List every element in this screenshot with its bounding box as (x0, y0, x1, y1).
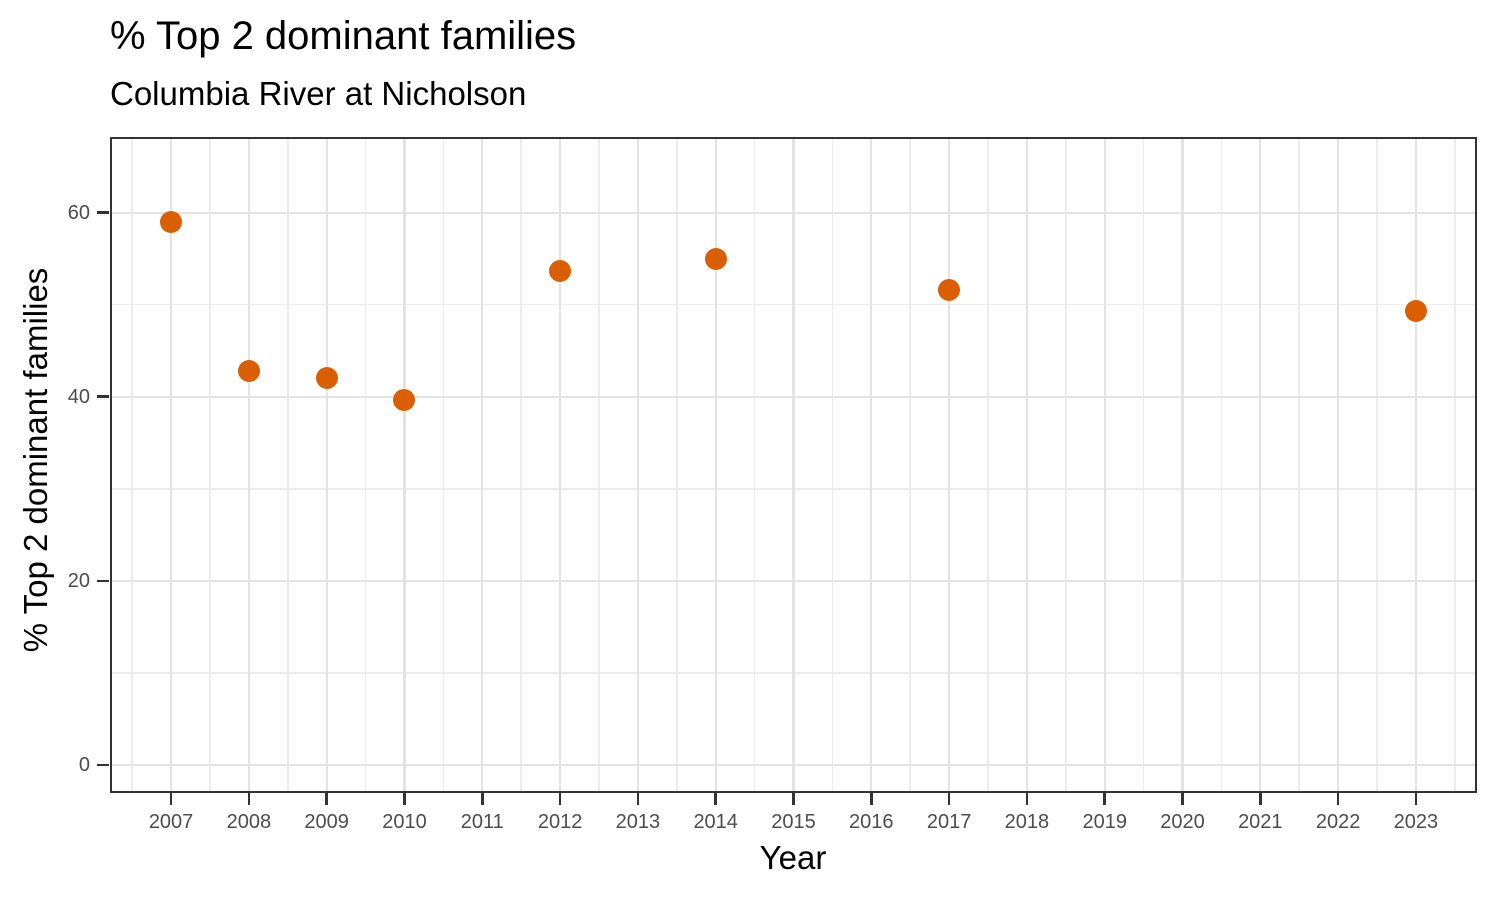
x-axis-tick (403, 793, 406, 805)
x-minor-gridline (131, 137, 133, 793)
x-axis-tick (1336, 793, 1340, 805)
data-point (237, 359, 260, 382)
x-minor-gridline (364, 137, 367, 793)
x-major-gridline (170, 137, 173, 793)
x-major-gridline (948, 137, 951, 793)
x-minor-gridline (598, 137, 600, 793)
x-axis-tick (1025, 793, 1029, 805)
x-axis-tick (947, 793, 951, 805)
x-axis-tick (1181, 793, 1184, 805)
data-point (315, 367, 338, 390)
x-tick-label: 2010 (382, 811, 427, 833)
x-axis-tick (636, 793, 640, 805)
x-tick-label: 2013 (615, 811, 661, 833)
y-major-gridline (110, 211, 1477, 214)
x-axis-tick (1414, 793, 1418, 805)
y-axis-tick (97, 763, 109, 767)
x-minor-gridline (442, 137, 445, 793)
y-tick-label: 0 (78, 753, 90, 776)
x-minor-gridline (1454, 137, 1456, 793)
plot-panel (110, 137, 1477, 793)
x-minor-gridline (1220, 137, 1223, 793)
x-minor-gridline (987, 137, 989, 793)
plot-subtitle: Columbia River at Nicholson (110, 75, 527, 112)
data-point (160, 210, 183, 233)
x-major-gridline (1337, 137, 1340, 793)
x-major-gridline (1259, 137, 1262, 793)
x-tick-label: 2011 (460, 811, 504, 833)
x-axis-tick (247, 793, 251, 805)
x-axis-tick (480, 793, 484, 805)
x-tick-label: 2016 (849, 811, 894, 833)
x-major-gridline (325, 137, 328, 793)
x-major-gridline (1181, 137, 1184, 793)
x-major-gridline (1025, 137, 1028, 793)
x-minor-gridline (831, 137, 834, 793)
y-tick-label: 20 (67, 569, 90, 592)
x-axis-tick (792, 793, 795, 805)
x-minor-gridline (209, 137, 211, 793)
data-point (393, 389, 416, 412)
x-major-gridline (636, 137, 639, 793)
y-axis-tick (97, 395, 109, 399)
x-tick-label: 2023 (1393, 811, 1439, 833)
data-point (1404, 300, 1427, 323)
x-major-gridline (247, 137, 250, 793)
x-minor-gridline (753, 137, 756, 793)
x-minor-gridline (520, 137, 522, 793)
plot-title: % Top 2 dominant families (110, 14, 577, 58)
x-tick-label: 2019 (1082, 811, 1127, 833)
x-axis-tick (169, 793, 173, 805)
y-tick-label: 60 (67, 201, 90, 224)
y-tick-label: 40 (67, 385, 90, 408)
x-minor-gridline (1298, 137, 1300, 793)
x-major-gridline (714, 137, 717, 793)
x-major-gridline (792, 137, 795, 793)
y-major-gridline (110, 763, 1477, 766)
x-axis-tick (870, 793, 873, 805)
x-major-gridline (403, 137, 406, 793)
x-major-gridline (481, 137, 484, 793)
data-point (938, 278, 961, 301)
y-axis-title: % Top 2 dominant families (17, 267, 54, 653)
x-tick-label: 2009 (304, 811, 349, 833)
x-axis-title: Year (759, 839, 827, 876)
x-axis-tick (714, 793, 717, 805)
x-tick-label: 2018 (1004, 811, 1050, 833)
x-minor-gridline (1376, 137, 1378, 793)
x-minor-gridline (675, 137, 678, 793)
x-tick-label: 2007 (148, 811, 194, 833)
x-tick-label: 2015 (771, 811, 816, 833)
x-axis-tick (325, 793, 328, 805)
x-minor-gridline (1065, 137, 1067, 793)
y-axis-tick (97, 579, 109, 583)
x-axis-tick (1259, 793, 1262, 805)
x-minor-gridline (286, 137, 289, 793)
x-major-gridline (1414, 137, 1417, 793)
x-major-gridline (559, 137, 562, 793)
x-minor-gridline (1142, 137, 1145, 793)
x-axis-tick (1103, 793, 1106, 805)
x-tick-label: 2022 (1315, 811, 1361, 833)
data-point (549, 259, 572, 282)
data-point (704, 247, 727, 270)
x-tick-label: 2021 (1238, 811, 1283, 833)
x-minor-gridline (909, 137, 911, 793)
x-tick-label: 2017 (926, 811, 972, 833)
x-major-gridline (1103, 137, 1106, 793)
x-tick-label: 2012 (537, 811, 583, 833)
y-major-gridline (110, 579, 1477, 582)
x-tick-label: 2014 (693, 811, 738, 833)
y-axis-tick (97, 211, 109, 214)
y-major-gridline (110, 395, 1477, 398)
x-tick-label: 2008 (226, 811, 272, 833)
x-axis-tick (558, 793, 562, 805)
x-tick-label: 2020 (1160, 811, 1205, 833)
x-major-gridline (870, 137, 873, 793)
